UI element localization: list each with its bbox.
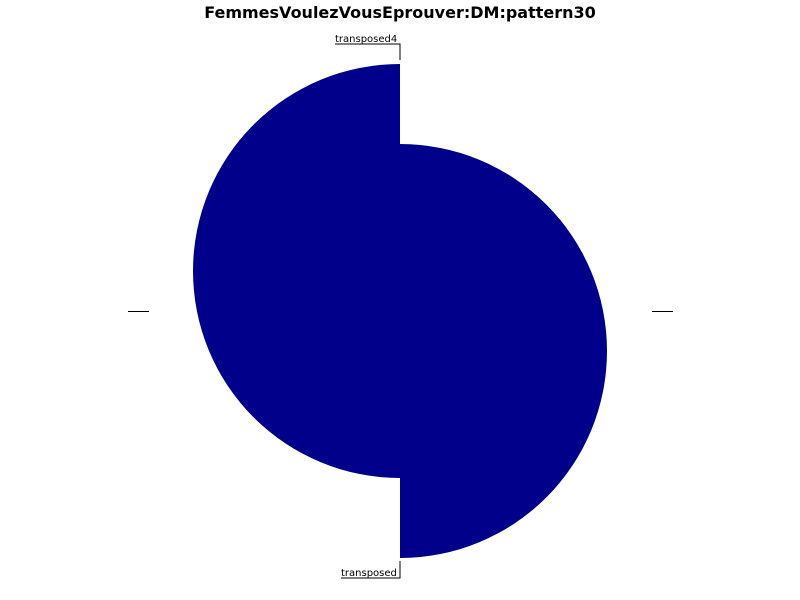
slice-label-transposed4: transposed4 (335, 34, 397, 45)
pie-slice-transposed4 (193, 64, 400, 478)
slice-label-transposed: transposed (341, 568, 397, 579)
chart-title: FemmesVoulezVousEprouver:DM:pattern30 (204, 3, 596, 22)
leader-line-transposed4 (335, 43, 401, 60)
pie-slice-transposed (400, 144, 607, 558)
leader-line-transposed (341, 561, 401, 579)
